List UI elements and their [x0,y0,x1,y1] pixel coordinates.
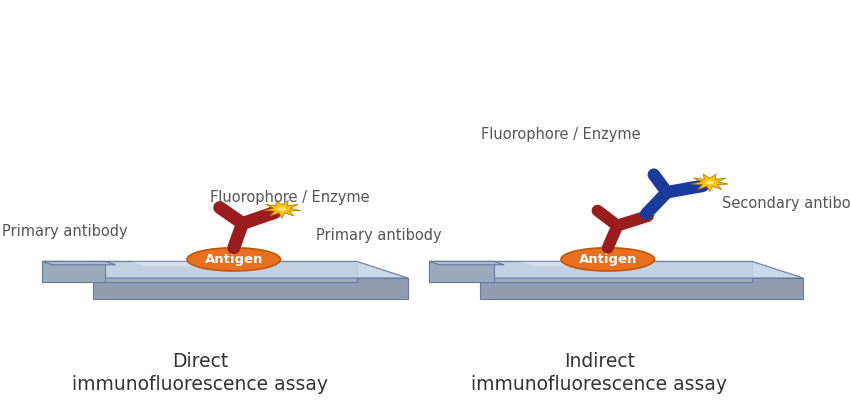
Text: Antigen: Antigen [579,253,637,266]
Polygon shape [429,261,803,278]
Circle shape [278,207,286,211]
Text: Fluorophore / Enzyme: Fluorophore / Enzyme [210,190,370,205]
Polygon shape [429,261,752,282]
Polygon shape [519,261,594,266]
Polygon shape [691,174,728,192]
Polygon shape [42,261,357,282]
Text: Antigen: Antigen [205,253,263,266]
Polygon shape [94,278,408,299]
Text: Primary antibody: Primary antibody [2,224,128,239]
Text: Indirect
immunofluorescence assay: Indirect immunofluorescence assay [471,352,728,394]
Text: Primary antibody: Primary antibody [316,228,442,243]
Polygon shape [429,261,504,265]
Polygon shape [42,261,116,265]
Ellipse shape [187,248,280,271]
Polygon shape [429,261,494,282]
Polygon shape [480,278,803,299]
Text: Secondary antibody: Secondary antibody [722,196,850,211]
Text: Fluorophore / Enzyme: Fluorophore / Enzyme [481,127,641,142]
Polygon shape [131,261,206,266]
Polygon shape [42,261,105,282]
Ellipse shape [561,248,654,271]
Circle shape [706,181,714,185]
Polygon shape [42,261,408,278]
Text: Direct
immunofluorescence assay: Direct immunofluorescence assay [71,352,328,394]
Polygon shape [264,200,300,218]
